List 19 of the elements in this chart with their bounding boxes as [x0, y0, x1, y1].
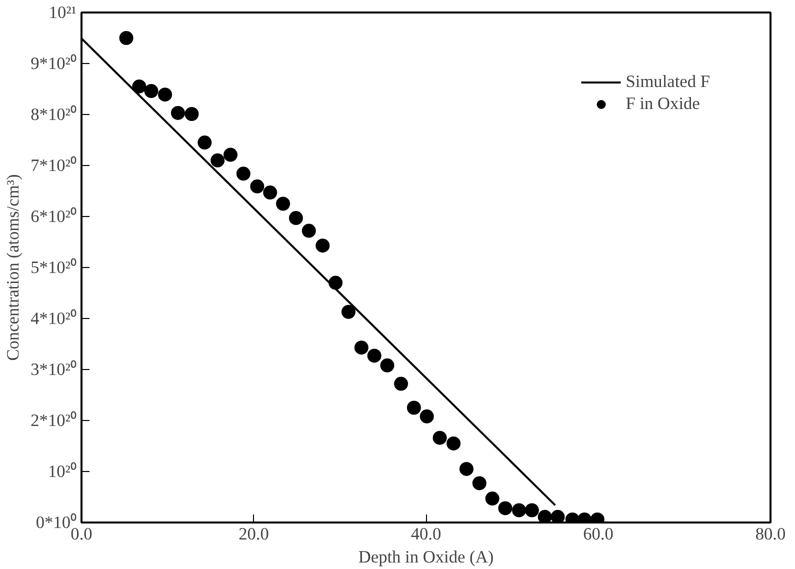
legend-label: F in Oxide — [626, 94, 700, 114]
x-axis-title: Depth in Oxide (A) — [358, 548, 494, 566]
x-tick-label: 60.0 — [583, 524, 614, 544]
y-tick-label: 6*10²⁰ — [30, 207, 77, 226]
y-tick-label: 10²⁰ — [48, 462, 77, 481]
y-tick-label: 7*10²⁰ — [30, 156, 77, 175]
y-tick-label: 4*10²⁰ — [30, 309, 77, 328]
y-tick-label: 10²¹ — [48, 3, 76, 22]
y-tick-label: 3*10²⁰ — [30, 360, 77, 379]
legend-label: Simulated F — [626, 72, 710, 92]
y-tick-label: 8*10²⁰ — [30, 105, 77, 124]
y-tick-label: 9*10²⁰ — [30, 54, 77, 73]
x-tick-label: 0.0 — [70, 524, 92, 544]
x-tick-label: 40.0 — [410, 524, 442, 544]
x-tick-label: 20.0 — [238, 524, 269, 544]
y-axis-title: Concentration (atoms/cm³) — [4, 174, 23, 361]
x-tick-label: 80.0 — [755, 524, 786, 544]
y-tick-label: 2*10²⁰ — [30, 411, 77, 430]
y-tick-label: 5*10²⁰ — [30, 258, 77, 277]
